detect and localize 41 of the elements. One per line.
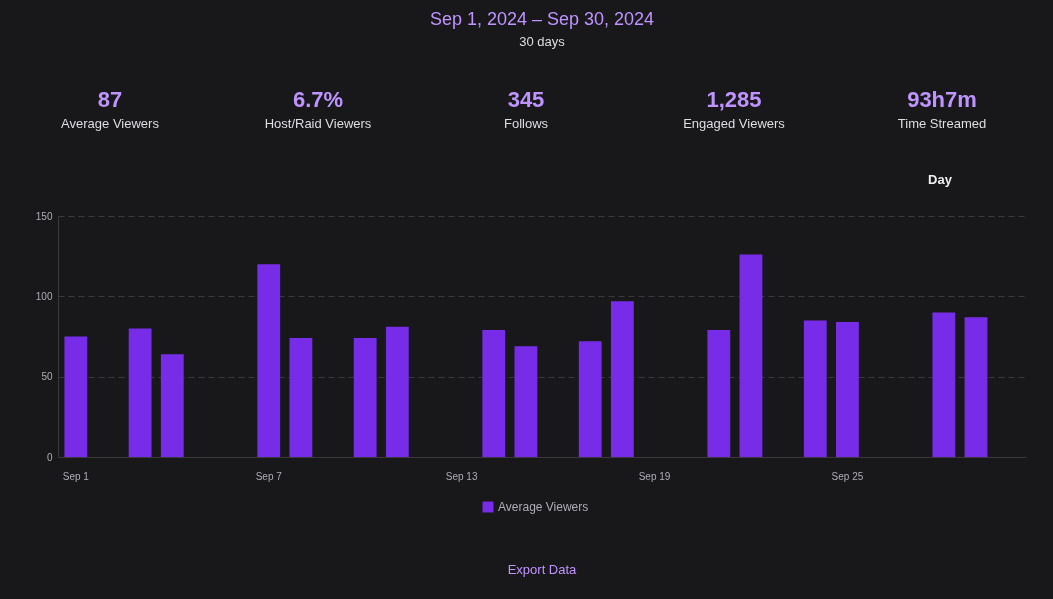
- text: Day: [928, 172, 953, 187]
- text: Follows: [503, 116, 549, 131]
- y-tick-label: 50: [41, 371, 53, 383]
- text: Export Data: [507, 562, 578, 577]
- text: Host/Raid Viewers: [264, 116, 372, 131]
- bar: [578, 341, 602, 457]
- x-tick-label: Sep 25: [831, 470, 864, 482]
- x-tick-label: Sep 13: [445, 470, 478, 482]
- bar: [836, 322, 859, 457]
- y-tick-label: 0: [46, 451, 53, 463]
- y-tick-label: 150: [35, 210, 53, 222]
- text: 93h7m: [907, 87, 977, 112]
- bar: [707, 330, 731, 457]
- x-tick-label: Sep 19: [638, 470, 671, 482]
- text: 6.7%: [292, 87, 344, 112]
- bar: [932, 312, 956, 457]
- bar: [964, 317, 988, 457]
- chart-title: Sep 1, 2024 – Sep 30, 2024: [429, 9, 655, 29]
- bar: [160, 354, 184, 457]
- bar: [385, 326, 409, 457]
- text: Average Viewers: [61, 116, 160, 131]
- text: 87: [97, 87, 123, 112]
- bar: [353, 338, 377, 457]
- bar: [257, 264, 281, 457]
- bar: [803, 320, 827, 457]
- bar: [289, 338, 313, 457]
- bar: [514, 346, 538, 457]
- x-tick-label: Sep 1: [62, 470, 90, 482]
- bar: [610, 301, 634, 457]
- bar: [482, 330, 506, 457]
- text: 345: [507, 87, 545, 112]
- bar: [64, 336, 88, 457]
- x-tick-label: Sep 7: [255, 470, 283, 482]
- chart-subtitle: 30 days: [519, 34, 566, 49]
- text: Time Streamed: [897, 116, 987, 131]
- text: 1,285: [706, 87, 762, 112]
- y-tick-label: 100: [35, 290, 53, 302]
- text: Engaged Viewers: [683, 116, 786, 131]
- bar: [739, 254, 763, 457]
- legend-label: Average Viewers: [498, 500, 589, 514]
- bar: [128, 328, 152, 457]
